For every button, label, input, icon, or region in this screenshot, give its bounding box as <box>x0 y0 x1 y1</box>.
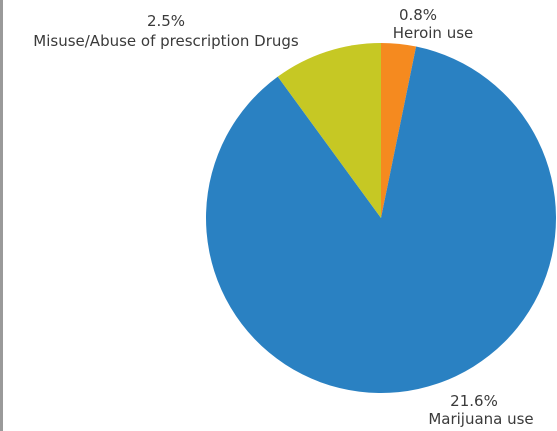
label-heroin-name: Heroin use <box>393 24 474 42</box>
slice-heroin <box>381 43 417 218</box>
label-marijuana-name: Marijuana use <box>428 410 533 428</box>
label-marijuana-percent: 21.6% <box>450 392 498 410</box>
pie-slices <box>206 43 557 393</box>
label-heroin-percent: 0.8% <box>399 6 437 24</box>
left-border <box>0 0 3 431</box>
label-prescription-name: Misuse/Abuse of prescription Drugs <box>33 32 299 50</box>
slice-marijuana <box>206 46 557 393</box>
slice-prescription <box>277 43 381 218</box>
label-prescription-percent: 2.5% <box>147 12 185 30</box>
